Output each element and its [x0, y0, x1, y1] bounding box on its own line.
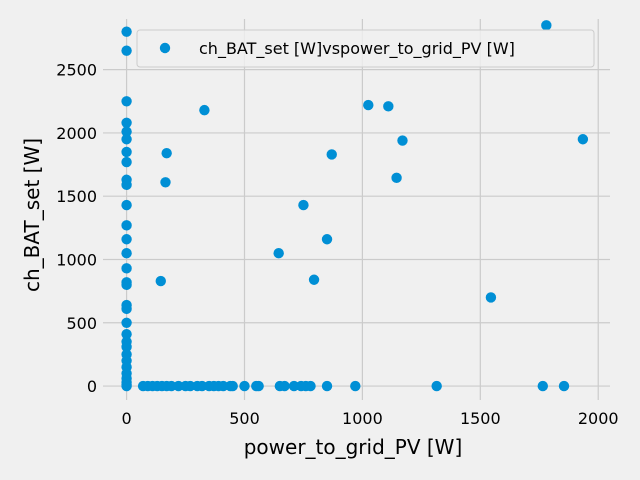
- data-point: [321, 234, 333, 245]
- x-tick-label: 0: [121, 409, 131, 428]
- y-axis-ticks: 0 500 1000 1500 2000 2500: [56, 61, 97, 396]
- data-point: [227, 380, 238, 392]
- data-point: [308, 274, 320, 285]
- y-tick-label: 2500: [56, 61, 97, 80]
- y-tick-label: 2000: [56, 124, 97, 143]
- data-point: [121, 234, 132, 245]
- data-point: [161, 147, 172, 159]
- x-axis-label: power_to_grid_PV [W]: [244, 435, 463, 459]
- legend-box: [136, 29, 595, 68]
- data-point: [121, 199, 132, 211]
- data-point: [350, 380, 361, 392]
- data-point: [121, 26, 132, 37]
- data-point: [121, 117, 132, 128]
- y-tick-label: 1000: [56, 250, 97, 269]
- plot-area: [103, 19, 610, 400]
- data-point: [383, 101, 394, 112]
- legend-marker: [159, 42, 171, 54]
- data-point: [121, 380, 132, 392]
- data-point: [485, 292, 497, 303]
- x-tick-label: 500: [229, 409, 260, 428]
- data-point: [121, 279, 132, 291]
- data-point: [121, 303, 132, 315]
- x-axis-ticks: 0 500 1000 1500 2000: [121, 409, 618, 428]
- data-point: [121, 179, 132, 191]
- x-tick-label: 1000: [342, 409, 383, 428]
- y-tick-label: 500: [66, 314, 97, 333]
- data-point: [321, 380, 333, 392]
- legend: ch_BAT_set [W]vspower_to_grid_PV [W]: [136, 29, 595, 68]
- grid: [103, 19, 610, 400]
- data-point: [199, 104, 210, 116]
- data-point: [305, 380, 316, 392]
- data-point: [121, 156, 132, 168]
- data-point: [121, 45, 132, 56]
- data-point: [121, 317, 132, 328]
- data-point: [279, 380, 290, 392]
- data-point: [121, 96, 132, 107]
- data-points: [121, 20, 589, 392]
- data-point: [121, 263, 132, 274]
- data-point: [239, 380, 250, 392]
- legend-entry: ch_BAT_set [W]vspower_to_grid_PV [W]: [199, 39, 515, 59]
- data-point: [273, 247, 284, 259]
- data-point: [155, 275, 166, 287]
- data-point: [121, 328, 132, 340]
- data-point: [577, 134, 589, 145]
- data-point: [253, 380, 264, 392]
- data-point: [298, 199, 309, 211]
- x-tick-label: 1500: [460, 409, 501, 428]
- data-point: [537, 380, 548, 392]
- data-point: [121, 247, 132, 259]
- data-point: [121, 220, 132, 231]
- data-point: [541, 20, 552, 31]
- x-tick-label: 2000: [578, 409, 619, 428]
- data-point: [121, 134, 132, 145]
- data-point: [326, 149, 337, 160]
- data-point: [121, 146, 132, 158]
- data-point: [431, 380, 442, 392]
- y-tick-label: 1500: [56, 187, 97, 206]
- y-axis-label: ch_BAT_set [W]: [20, 138, 44, 292]
- data-point: [397, 135, 408, 146]
- data-point: [391, 172, 402, 184]
- data-point: [121, 341, 132, 353]
- y-tick-label: 0: [87, 377, 97, 396]
- data-point: [160, 177, 171, 188]
- data-point: [121, 126, 132, 137]
- data-point: [363, 99, 374, 111]
- data-point: [558, 380, 570, 392]
